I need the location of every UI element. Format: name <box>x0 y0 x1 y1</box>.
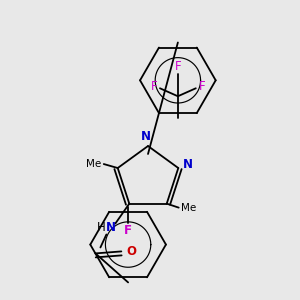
Text: F: F <box>124 224 132 237</box>
Text: F: F <box>198 80 205 93</box>
Text: N: N <box>105 221 116 234</box>
Text: Me: Me <box>181 202 196 213</box>
Text: N: N <box>183 158 193 170</box>
Text: H: H <box>97 221 106 234</box>
Text: N: N <box>141 130 151 142</box>
Text: Me: Me <box>86 159 101 169</box>
Text: F: F <box>175 60 181 73</box>
Text: F: F <box>151 80 157 93</box>
Text: O: O <box>126 245 136 258</box>
